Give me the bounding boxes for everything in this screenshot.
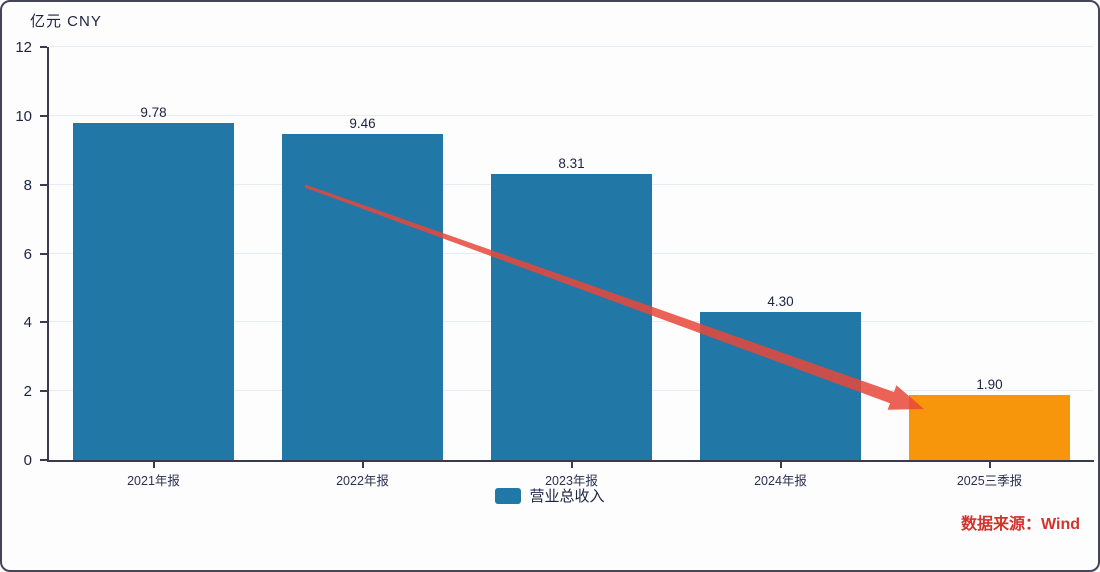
y-axis-tick-label: 8	[23, 176, 32, 194]
x-axis-tick	[152, 462, 155, 468]
gridline	[49, 46, 1094, 47]
x-axis-tick	[570, 462, 573, 468]
bar-value-label: 4.30	[767, 294, 794, 310]
y-axis-tick-label: 2	[23, 383, 32, 401]
y-axis-tick	[40, 183, 47, 186]
bar-value-label: 1.90	[976, 376, 1003, 392]
x-axis-label: 2024年报	[754, 474, 807, 488]
x-axis-label: 2025三季报	[956, 474, 1023, 488]
bar	[909, 394, 1070, 460]
y-axis-tick-label: 10	[15, 107, 32, 125]
y-axis-tick	[40, 321, 47, 324]
y-axis-tick	[40, 390, 47, 393]
bar-value-label: 9.78	[140, 105, 167, 121]
plot-area: 9.78 2021年报 9.46 2022年报 8.31 2023年报 4.30 2024年报…	[40, 46, 1094, 488]
bar	[700, 312, 861, 460]
bar-value-label: 8.31	[558, 156, 585, 171]
y-axis-tick-label: 6	[23, 245, 32, 263]
data-source-note: 数据来源：Wind	[961, 516, 1080, 533]
x-axis-label: 2022年报	[336, 474, 389, 488]
y-axis-tick-label: 4	[23, 314, 32, 332]
bar	[73, 123, 234, 460]
y-axis-unit-label: 亿元 CNY	[30, 13, 102, 30]
bar-group: 9.46	[258, 47, 467, 460]
x-axis-tick	[988, 462, 991, 468]
bar	[491, 174, 652, 460]
y-axis-tick-label: 12	[15, 39, 32, 56]
legend-swatch-icon	[495, 487, 522, 504]
y-axis-tick	[40, 46, 47, 48]
bar-value-label: 9.46	[349, 116, 376, 132]
y-axis-tick	[40, 459, 47, 461]
gridline	[49, 114, 1094, 116]
x-axis-tick	[361, 462, 364, 468]
bar-group: 8.31	[467, 47, 676, 460]
x-axis-tick	[779, 462, 782, 468]
bar	[282, 134, 443, 460]
x-axis-label: 2021年报	[127, 474, 180, 488]
bar-group: 1.90	[885, 47, 1094, 460]
y-axis-tick	[40, 114, 47, 117]
bar-group: 4.30	[676, 47, 885, 460]
y-axis-tick	[40, 252, 47, 255]
y-axis-tick-label: 0	[23, 452, 32, 469]
legend: 营业总收入	[2, 485, 1098, 506]
bar-group: 9.78	[49, 47, 258, 460]
x-axis-label: 2023年报	[545, 474, 598, 488]
legend-label: 营业总收入	[529, 488, 605, 505]
y-axis-labels: 0 2 4 6 8 10 12	[2, 39, 42, 469]
